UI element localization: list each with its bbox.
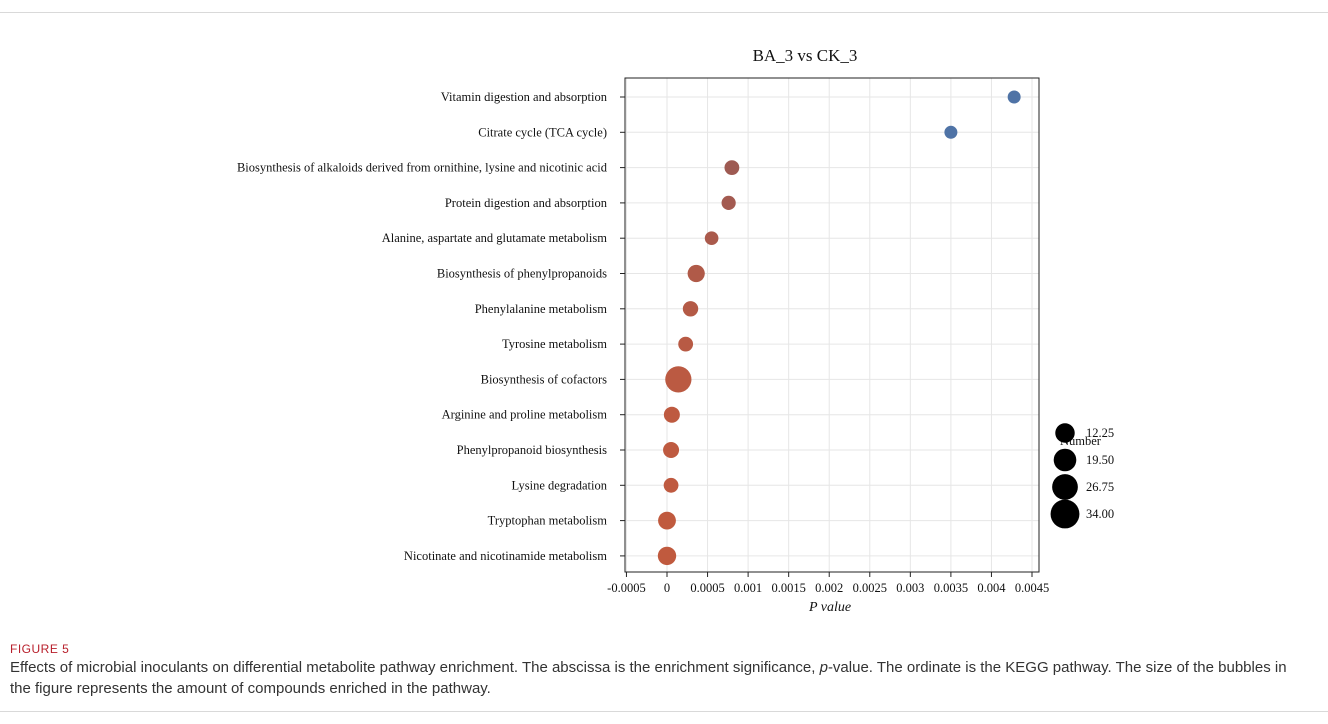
y-tick-label: Vitamin digestion and absorption [441,90,608,104]
x-tick-label: 0.003 [896,581,924,595]
data-point [724,160,740,176]
bubble-chart: BA_3 vs CK_3 -0.0005 0 0.0005 0.001 0.0015 0.… [237,46,1114,615]
y-tick-label: Lysine degradation [512,478,608,492]
y-tick-label: Phenylalanine metabolism [475,302,608,316]
y-tick-label: Nicotinate and nicotinamide metabolism [404,549,607,563]
data-point [663,477,679,493]
figure-frame [0,12,1328,712]
data-point [687,264,705,283]
x-tick-label: 0 [664,581,670,595]
y-tick-label: Arginine and proline metabolism [442,408,608,422]
x-tick-label: 0.004 [977,581,1006,595]
y-tick-label: Citrate cycle (TCA cycle) [478,125,607,139]
legend-label: 19.50 [1086,453,1114,467]
x-tick-label: 0.0005 [690,581,724,595]
data-point [721,195,736,210]
legend-marker [1050,499,1080,529]
y-tick-label: Alanine, aspartate and glutamate metabol… [382,231,608,245]
chart-title: BA_3 vs CK_3 [753,46,858,65]
x-tick-label: 0.0045 [1015,581,1049,595]
caption-p-symbol: p [819,659,828,676]
y-tick-label: Biosynthesis of phenylpropanoids [437,267,607,281]
data-point [657,546,677,566]
plot-area-border [624,77,1040,573]
x-tick-label: 0.0025 [853,581,887,595]
x-tick-label: -0.0005 [607,581,646,595]
x-tick-label: 0.0035 [934,581,968,595]
legend-marker [1055,423,1075,443]
data-point [1007,90,1021,104]
data-points [657,90,1021,566]
axes: -0.0005 0 0.0005 0.001 0.0015 0.002 0.0025 0.00… [237,90,1049,595]
data-point [663,442,680,458]
y-tick-label: Protein digestion and absorption [445,196,608,210]
figure-caption: Effects of microbial inoculants on diffe… [10,657,1310,699]
x-tick-label: 0.002 [815,581,843,595]
data-point [663,406,680,423]
y-tick-label: Phenylpropanoid biosynthesis [457,443,607,457]
y-tick-label: Biosynthesis of cofactors [481,372,608,386]
data-point [678,336,694,352]
grid-lines [625,78,1039,572]
legend-marker [1053,448,1077,472]
y-tick-label: Tryptophan metabolism [488,514,608,528]
x-tick-label: 0.0015 [771,581,805,595]
legend-label: 34.00 [1086,507,1114,521]
x-tick-label: 0.001 [734,581,762,595]
legend-label: 12.25 [1086,426,1114,440]
data-point [682,301,699,317]
caption-text-part-2: -value. The ordinate is the KEGG pathway… [10,659,1287,697]
data-point [944,125,958,139]
legend-marker [1052,474,1078,500]
x-axis-label: P value [808,600,851,615]
data-point [704,231,719,245]
data-point [658,511,676,530]
y-tick-label: Tyrosine metabolism [502,337,607,351]
y-tick-label: Biosynthesis of alkaloids derived from o… [237,161,608,175]
caption-text-part-1: Effects of microbial inoculants on diffe… [10,659,820,676]
legend-label: 26.75 [1086,480,1114,494]
data-point [665,366,692,393]
figure-caption-label: FIGURE 5 [10,642,70,656]
